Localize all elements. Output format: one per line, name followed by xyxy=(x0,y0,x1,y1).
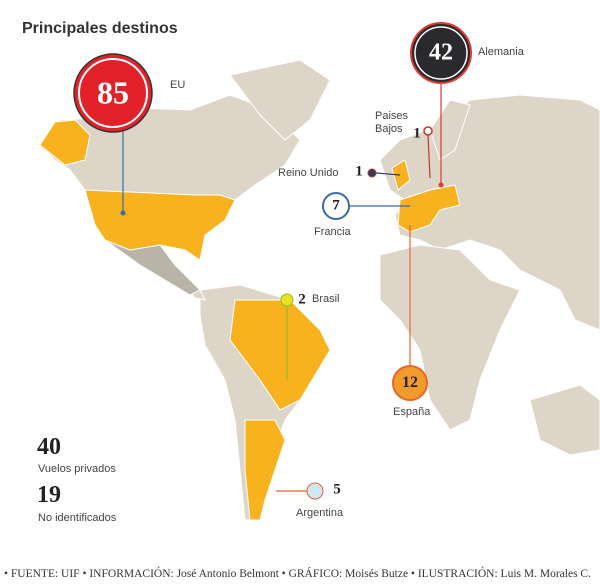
country-label: Argentina xyxy=(296,507,344,519)
title: Principales destinos xyxy=(22,20,178,37)
bubble-value: 5 xyxy=(333,481,341,498)
country-label: Alemania xyxy=(478,46,524,58)
country-label: España xyxy=(393,406,431,418)
bubble-value: 7 xyxy=(332,197,340,214)
country-label: Reino Unido xyxy=(278,167,339,179)
footer-credits: • FUENTE: UIF • INFORMACIÓN: José Antoni… xyxy=(4,568,591,580)
bubble-value: 1 xyxy=(355,163,363,180)
stat-label: Vuelos privados xyxy=(38,463,116,475)
bubble-value: 42 xyxy=(429,39,453,66)
country-label: EU xyxy=(170,79,186,91)
country-label: Brasil xyxy=(312,293,340,305)
bubble-value: 1 xyxy=(413,125,421,142)
bubble-value: 85 xyxy=(97,74,129,111)
stat-value: 19 xyxy=(37,482,61,508)
country-label: Paises Bajos xyxy=(375,110,409,135)
bubble-value: 2 xyxy=(298,291,306,308)
country-label: Francia xyxy=(314,226,351,238)
stat-label: No identificados xyxy=(38,512,117,524)
stat-value: 40 xyxy=(37,434,61,460)
bubble-value: 12 xyxy=(402,374,418,391)
